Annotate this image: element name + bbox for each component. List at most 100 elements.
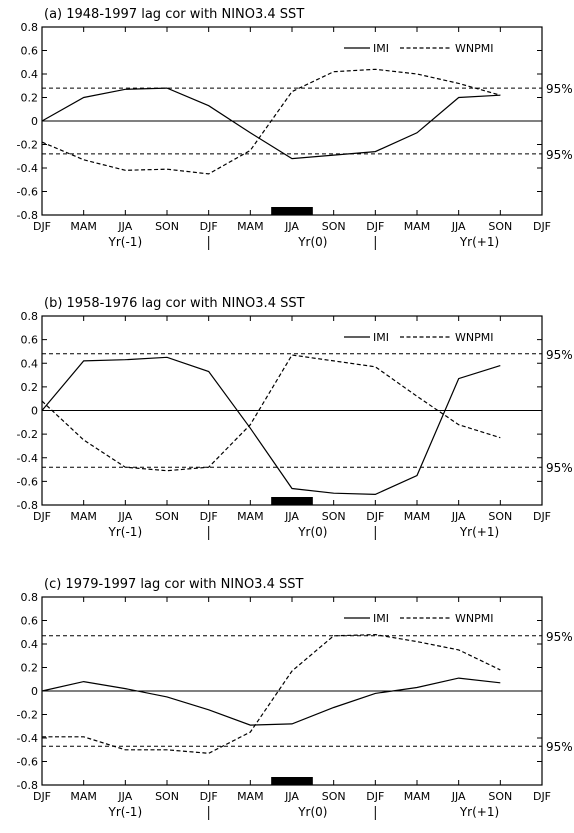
x-tick-label: JJA — [451, 220, 466, 233]
data-point-imi — [124, 358, 127, 361]
data-point-imi — [499, 681, 502, 684]
data-point-imi — [207, 370, 210, 373]
data-point-wnpmi — [124, 748, 127, 751]
year-label: Yr(+1) — [459, 525, 499, 539]
y-tick-label: 0.8 — [21, 591, 39, 604]
x-tick-label: JJA — [117, 790, 132, 803]
data-point-imi — [166, 87, 169, 90]
legend-label-imi: IMI — [373, 612, 389, 625]
y-tick-label: 0.4 — [21, 68, 39, 81]
data-point-imi — [41, 120, 44, 123]
x-tick-label: MAM — [70, 510, 97, 523]
significance-label: 95% — [546, 461, 573, 475]
x-tick-label: JJA — [117, 510, 132, 523]
y-tick-label: -0.2 — [17, 428, 38, 441]
y-tick-label: 0.2 — [21, 92, 39, 105]
data-point-imi — [332, 492, 335, 495]
data-point-wnpmi — [374, 365, 377, 368]
data-point-wnpmi — [499, 668, 502, 671]
data-point-imi — [374, 150, 377, 153]
data-point-imi — [166, 356, 169, 359]
data-point-wnpmi — [41, 400, 44, 403]
y-tick-label: 0.6 — [21, 45, 39, 58]
x-tick-label: MAM — [404, 790, 431, 803]
x-tick-label: DJF — [366, 510, 384, 523]
data-point-imi — [457, 96, 460, 99]
chart-panel-a: (a) 1948-1997 lag cor with NINO3.4 SST 0.… — [17, 7, 573, 250]
data-point-imi — [416, 474, 419, 477]
series-line-imi — [41, 677, 501, 726]
data-point-imi — [41, 690, 44, 693]
y-tick-label: 0 — [31, 115, 38, 128]
x-tick-label: DJF — [33, 790, 51, 803]
data-point-wnpmi — [332, 359, 335, 362]
data-point-imi — [291, 487, 294, 490]
data-point-imi — [416, 131, 419, 134]
data-point-imi — [166, 695, 169, 698]
x-tick-label: JJA — [284, 790, 299, 803]
year-label: Yr(+1) — [459, 235, 499, 249]
x-tick-label: SON — [322, 220, 346, 233]
data-point-imi — [82, 359, 85, 362]
data-point-wnpmi — [41, 141, 44, 144]
data-point-wnpmi — [249, 423, 252, 426]
y-tick-label: -0.8 — [17, 779, 38, 792]
x-tick-label: SON — [155, 790, 179, 803]
x-tick-label: MAM — [237, 790, 264, 803]
data-point-imi — [82, 680, 85, 683]
y-tick-label: -0.2 — [17, 139, 38, 152]
data-point-imi — [291, 722, 294, 725]
legend-label-wnpmi: WNPMI — [455, 331, 493, 344]
data-point-wnpmi — [291, 353, 294, 356]
data-point-imi — [207, 104, 210, 107]
x-tick-label: SON — [488, 510, 512, 523]
legend-label-imi: IMI — [373, 331, 389, 344]
x-tick-label: DJF — [533, 510, 551, 523]
data-point-imi — [374, 493, 377, 496]
x-tick-label: DJF — [200, 510, 218, 523]
significance-label: 95% — [546, 630, 573, 644]
data-point-imi — [82, 96, 85, 99]
data-point-wnpmi — [82, 439, 85, 442]
x-tick-label: MAM — [237, 510, 264, 523]
data-point-wnpmi — [457, 648, 460, 651]
data-point-wnpmi — [332, 634, 335, 637]
y-tick-label: -0.8 — [17, 209, 38, 222]
legend-label-imi: IMI — [373, 42, 389, 55]
data-point-wnpmi — [124, 466, 127, 469]
x-tick-label: DJF — [533, 790, 551, 803]
significance-label: 95% — [546, 148, 573, 162]
y-tick-label: 0 — [31, 685, 38, 698]
significance-label: 95% — [546, 740, 573, 754]
data-point-imi — [124, 88, 127, 91]
year-label: Yr(-1) — [108, 525, 143, 539]
y-tick-label: -0.4 — [17, 162, 38, 175]
y-tick-label: 0.6 — [21, 334, 39, 347]
season-bar — [271, 207, 313, 215]
y-tick-label: -0.6 — [17, 475, 38, 488]
legend-label-wnpmi: WNPMI — [455, 42, 493, 55]
data-point-imi — [41, 409, 44, 412]
significance-label: 95% — [546, 348, 573, 362]
y-tick-label: 0.6 — [21, 615, 39, 628]
data-point-imi — [374, 692, 377, 695]
x-tick-label: JJA — [117, 220, 132, 233]
y-tick-label: 0.4 — [21, 357, 39, 370]
data-point-imi — [416, 686, 419, 689]
year-label: Yr(+1) — [459, 805, 499, 819]
x-tick-label: DJF — [200, 790, 218, 803]
data-point-imi — [249, 724, 252, 727]
x-tick-label: SON — [322, 510, 346, 523]
data-point-wnpmi — [332, 70, 335, 73]
x-tick-label: MAM — [70, 790, 97, 803]
data-point-wnpmi — [457, 423, 460, 426]
x-tick-label: MAM — [404, 510, 431, 523]
year-label: Yr(0) — [297, 235, 327, 249]
x-tick-label: MAM — [70, 220, 97, 233]
y-tick-label: -0.4 — [17, 452, 38, 465]
significance-label: 95% — [546, 82, 573, 96]
x-tick-label: SON — [322, 790, 346, 803]
data-point-wnpmi — [499, 94, 502, 97]
data-point-wnpmi — [207, 752, 210, 755]
y-tick-label: 0.4 — [21, 638, 39, 651]
